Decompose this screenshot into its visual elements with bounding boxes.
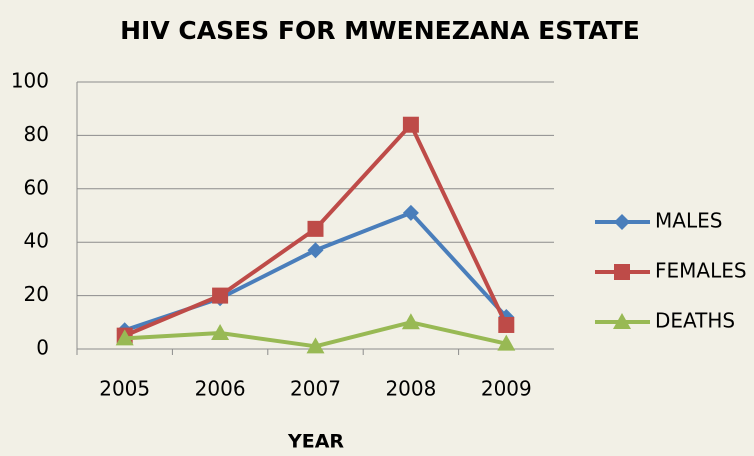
x-tick-label: 2006 (195, 377, 246, 401)
y-tick-label: 40 (24, 229, 49, 253)
marker (115, 329, 134, 346)
marker (498, 316, 515, 333)
x-axis-title: YEAR (287, 431, 344, 453)
x-tick-label: 2008 (385, 377, 436, 401)
y-tick-label: 60 (24, 175, 49, 199)
marker (497, 334, 516, 351)
marker (401, 313, 420, 330)
x-tick-label: 2007 (290, 377, 341, 401)
marker (402, 204, 419, 221)
y-tick-label: 20 (24, 282, 49, 306)
x-tick-label: 2005 (99, 377, 150, 401)
y-tick-label: 0 (36, 336, 49, 360)
marker (307, 220, 324, 237)
marker (402, 116, 419, 133)
marker (306, 337, 325, 354)
chart-title: HIV CASES FOR MWENEZANA ESTATE (120, 16, 640, 45)
marker (211, 323, 230, 340)
legend-marker (614, 214, 630, 230)
x-tick-label: 2009 (481, 377, 532, 401)
y-tick-label: 80 (24, 122, 49, 146)
y-tick-label: 100 (11, 69, 49, 93)
legend-label: MALES (655, 209, 722, 233)
legend-marker (613, 313, 631, 329)
legend-label: FEMALES (655, 259, 747, 283)
legend-marker (614, 264, 630, 280)
marker (307, 242, 324, 259)
legend-label: DEATHS (655, 309, 735, 333)
marker (212, 287, 229, 304)
